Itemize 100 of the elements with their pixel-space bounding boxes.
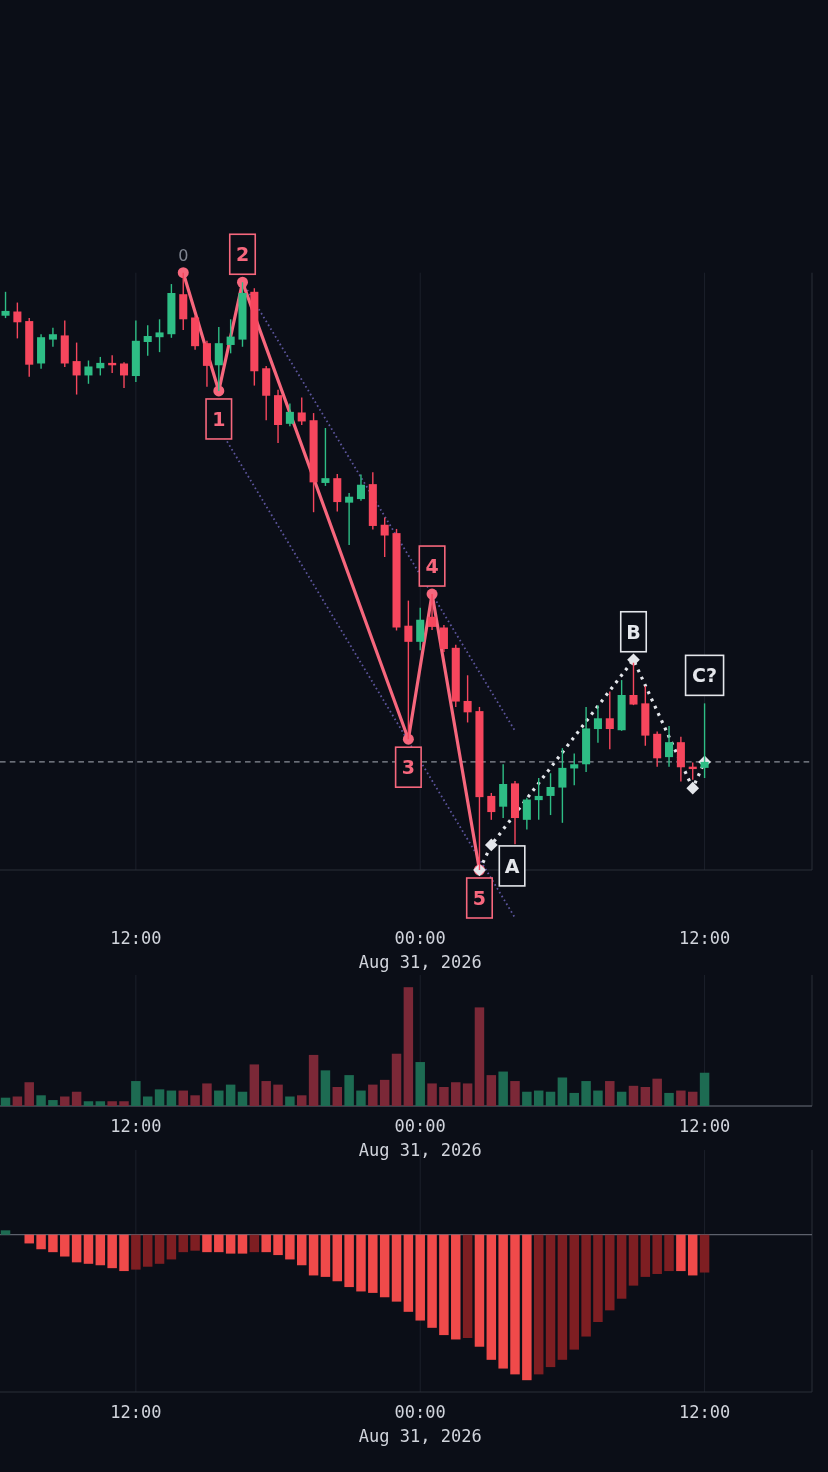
bar (356, 1090, 366, 1106)
bar (178, 1090, 188, 1106)
annotation: 0 (178, 245, 189, 265)
bar (344, 1075, 354, 1106)
bar (24, 1082, 34, 1106)
candlestick (345, 492, 354, 546)
annotation: 1 (212, 407, 226, 430)
candlestick (593, 704, 602, 744)
annotation: 4 (425, 555, 439, 578)
candlestick (72, 341, 81, 396)
bar (581, 1081, 591, 1106)
candlestick (333, 473, 342, 513)
bar (166, 1090, 177, 1106)
bar (36, 1095, 46, 1106)
annotation: A (504, 854, 520, 877)
candlestick (84, 359, 93, 385)
bar (202, 1083, 212, 1106)
bar (368, 1084, 378, 1106)
candlestick (380, 516, 389, 558)
bar (320, 1070, 331, 1106)
bar (522, 1091, 532, 1106)
candlestick (534, 777, 543, 821)
x-tick-label: 12:00 (110, 1116, 162, 1136)
bar (616, 1091, 627, 1106)
bar (48, 1100, 58, 1106)
bar (391, 1053, 402, 1106)
bar (308, 1054, 319, 1106)
bar (60, 1096, 70, 1106)
candlestick (297, 396, 306, 426)
bar (83, 1101, 94, 1106)
bar (605, 1081, 615, 1106)
x-tick-label: 12:00 (678, 1402, 731, 1422)
bar (297, 1095, 307, 1106)
candlestick (499, 763, 508, 819)
bar (593, 1090, 603, 1106)
bar (0, 1097, 11, 1106)
candlestick (321, 427, 330, 487)
annotation: 5 (472, 887, 487, 909)
candlestick (202, 340, 211, 388)
bar (699, 1072, 710, 1106)
bar (676, 1090, 686, 1106)
candlestick (48, 326, 57, 348)
bar (142, 1096, 153, 1106)
bar (533, 1090, 544, 1106)
bar (95, 1101, 106, 1106)
candlestick (487, 792, 496, 821)
bar (628, 1085, 639, 1106)
candlestick (13, 301, 22, 340)
bar (273, 1084, 283, 1106)
point (402, 733, 414, 745)
bar (285, 1096, 295, 1106)
candlestick (226, 318, 235, 355)
candlestick (143, 324, 152, 357)
candlestick (558, 747, 567, 824)
bar (403, 987, 414, 1106)
point (627, 653, 640, 667)
bar (237, 1091, 248, 1106)
candlestick (119, 361, 129, 389)
bar (71, 1091, 82, 1106)
bar (451, 1082, 461, 1106)
point (236, 276, 248, 288)
candlestick (285, 402, 294, 427)
candlestick (665, 725, 674, 768)
bar (474, 1007, 485, 1106)
bar (427, 1083, 437, 1106)
bar (107, 1101, 117, 1106)
candlestick (416, 607, 425, 651)
point (177, 267, 189, 279)
bar (12, 1096, 23, 1106)
x-tick-label: 00:00 Aug 31, 2026 (358, 1402, 482, 1446)
bar (462, 1083, 473, 1106)
x-tick-label: 00:00 Aug 31, 2026 (358, 1116, 482, 1160)
candlestick (463, 674, 472, 724)
bar (652, 1078, 662, 1106)
x-tick-label: 12:00 (110, 928, 162, 948)
x-tick-label: 12:00 (678, 1116, 731, 1136)
annotation: C? (692, 664, 718, 687)
bar (557, 1077, 568, 1106)
candlestick (546, 772, 555, 816)
bar (379, 1079, 390, 1106)
bar (545, 1091, 556, 1106)
x-tick-label: 00:00 Aug 31, 2026 (358, 928, 482, 972)
candlestick (96, 356, 105, 377)
bar (131, 1081, 141, 1106)
bar (119, 1101, 129, 1106)
candlestick (1, 291, 10, 319)
candlestick (570, 752, 579, 786)
annotation: 2 (235, 243, 250, 266)
candlestick (439, 624, 448, 653)
bar (249, 1064, 260, 1106)
annotation: 3 (401, 756, 415, 779)
bar (190, 1095, 200, 1106)
x-tick-label: 12:00 (678, 928, 731, 948)
candlestick (522, 797, 531, 831)
bar (214, 1090, 224, 1106)
annotation: B (626, 620, 641, 643)
bar (415, 1062, 425, 1106)
x-tick-label: 12:00 (110, 1402, 162, 1422)
point (484, 838, 498, 852)
bar (664, 1092, 674, 1106)
